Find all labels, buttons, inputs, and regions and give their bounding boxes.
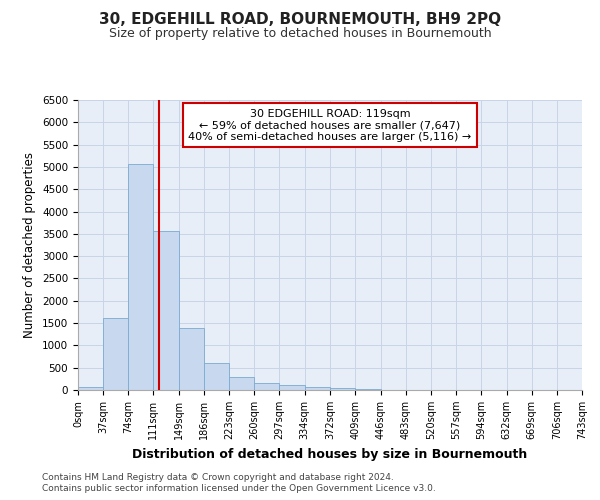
Bar [204, 363, 229, 390]
Bar [179, 328, 204, 390]
Bar [355, 388, 380, 390]
Bar [331, 388, 355, 390]
Bar [305, 386, 331, 390]
Text: 30, EDGEHILL ROAD, BOURNEMOUTH, BH9 2PQ: 30, EDGEHILL ROAD, BOURNEMOUTH, BH9 2PQ [99, 12, 501, 28]
X-axis label: Distribution of detached houses by size in Bournemouth: Distribution of detached houses by size … [133, 448, 527, 460]
Text: 30 EDGEHILL ROAD: 119sqm
← 59% of detached houses are smaller (7,647)
40% of sem: 30 EDGEHILL ROAD: 119sqm ← 59% of detach… [188, 108, 472, 142]
Text: Contains public sector information licensed under the Open Government Licence v3: Contains public sector information licen… [42, 484, 436, 493]
Bar [280, 385, 305, 390]
Text: Contains HM Land Registry data © Crown copyright and database right 2024.: Contains HM Land Registry data © Crown c… [42, 472, 394, 482]
Bar [153, 230, 179, 390]
Bar [254, 384, 280, 390]
Y-axis label: Number of detached properties: Number of detached properties [23, 152, 37, 338]
Bar [128, 164, 153, 390]
Bar [78, 386, 103, 390]
Text: Size of property relative to detached houses in Bournemouth: Size of property relative to detached ho… [109, 28, 491, 40]
Bar [229, 376, 254, 390]
Bar [103, 318, 128, 390]
